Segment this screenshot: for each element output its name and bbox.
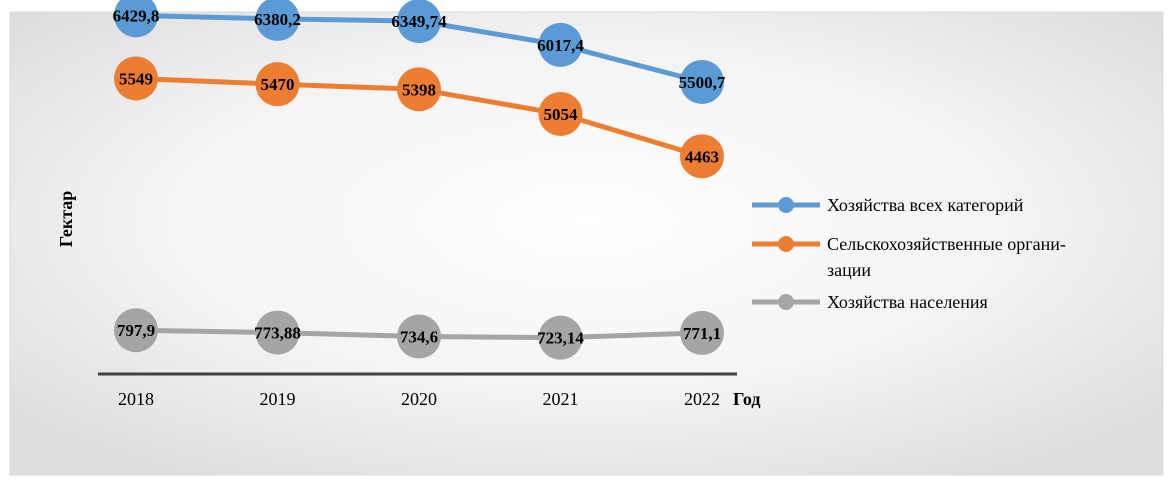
data-point — [114, 0, 158, 38]
legend-label: Сельскохозяйственные органи- — [827, 234, 1066, 254]
data-label: 5470 — [261, 75, 295, 94]
legend-marker — [778, 197, 794, 213]
data-label: 771,1 — [683, 324, 721, 343]
x-tick-label: 2020 — [401, 389, 437, 409]
data-point — [680, 310, 724, 355]
x-tick-label: 2021 — [543, 389, 579, 409]
data-point — [397, 67, 441, 112]
data-point — [255, 62, 300, 107]
data-label: 5549 — [119, 69, 153, 88]
data-point — [255, 0, 300, 41]
legend-marker — [778, 294, 794, 310]
data-label: 734,6 — [400, 328, 438, 347]
data-point — [255, 310, 300, 355]
data-point — [114, 56, 158, 101]
legend-label: Хозяйства населения — [827, 292, 988, 312]
data-label: 6429,8 — [113, 6, 160, 25]
data-label: 6017,4 — [537, 36, 584, 55]
chart-background — [9, 11, 1164, 476]
data-label: 4463 — [685, 147, 719, 166]
data-point — [538, 315, 583, 360]
data-point — [538, 22, 583, 67]
data-label: 723,14 — [537, 329, 584, 348]
data-label: 6380,2 — [254, 10, 301, 29]
legend-item: Хозяйства всех категорий — [752, 195, 1024, 215]
x-axis-title: Год — [733, 389, 760, 409]
legend-item: Сельскохозяйственные органи-зации — [752, 234, 1066, 280]
x-tick-label: 2022 — [684, 389, 720, 409]
x-tick-label: 2018 — [118, 389, 154, 409]
data-point — [680, 134, 724, 179]
data-label: 773,88 — [254, 324, 301, 343]
data-point — [680, 59, 724, 104]
data-label: 5054 — [544, 105, 579, 124]
y-axis-title: Гектар — [56, 191, 76, 248]
data-point — [397, 314, 441, 359]
data-point — [114, 308, 158, 353]
legend-label: Хозяйства всех категорий — [827, 195, 1024, 215]
data-label: 5398 — [402, 80, 436, 99]
data-label: 6349,74 — [391, 12, 447, 31]
data-point — [538, 91, 583, 136]
legend-label: зации — [827, 260, 871, 280]
x-tick-label: 2019 — [260, 389, 296, 409]
data-label: 5500,7 — [679, 73, 726, 92]
data-point — [397, 0, 441, 44]
legend-item: Хозяйства населения — [752, 292, 988, 312]
legend-marker — [778, 236, 794, 252]
data-label: 797,9 — [117, 321, 155, 340]
